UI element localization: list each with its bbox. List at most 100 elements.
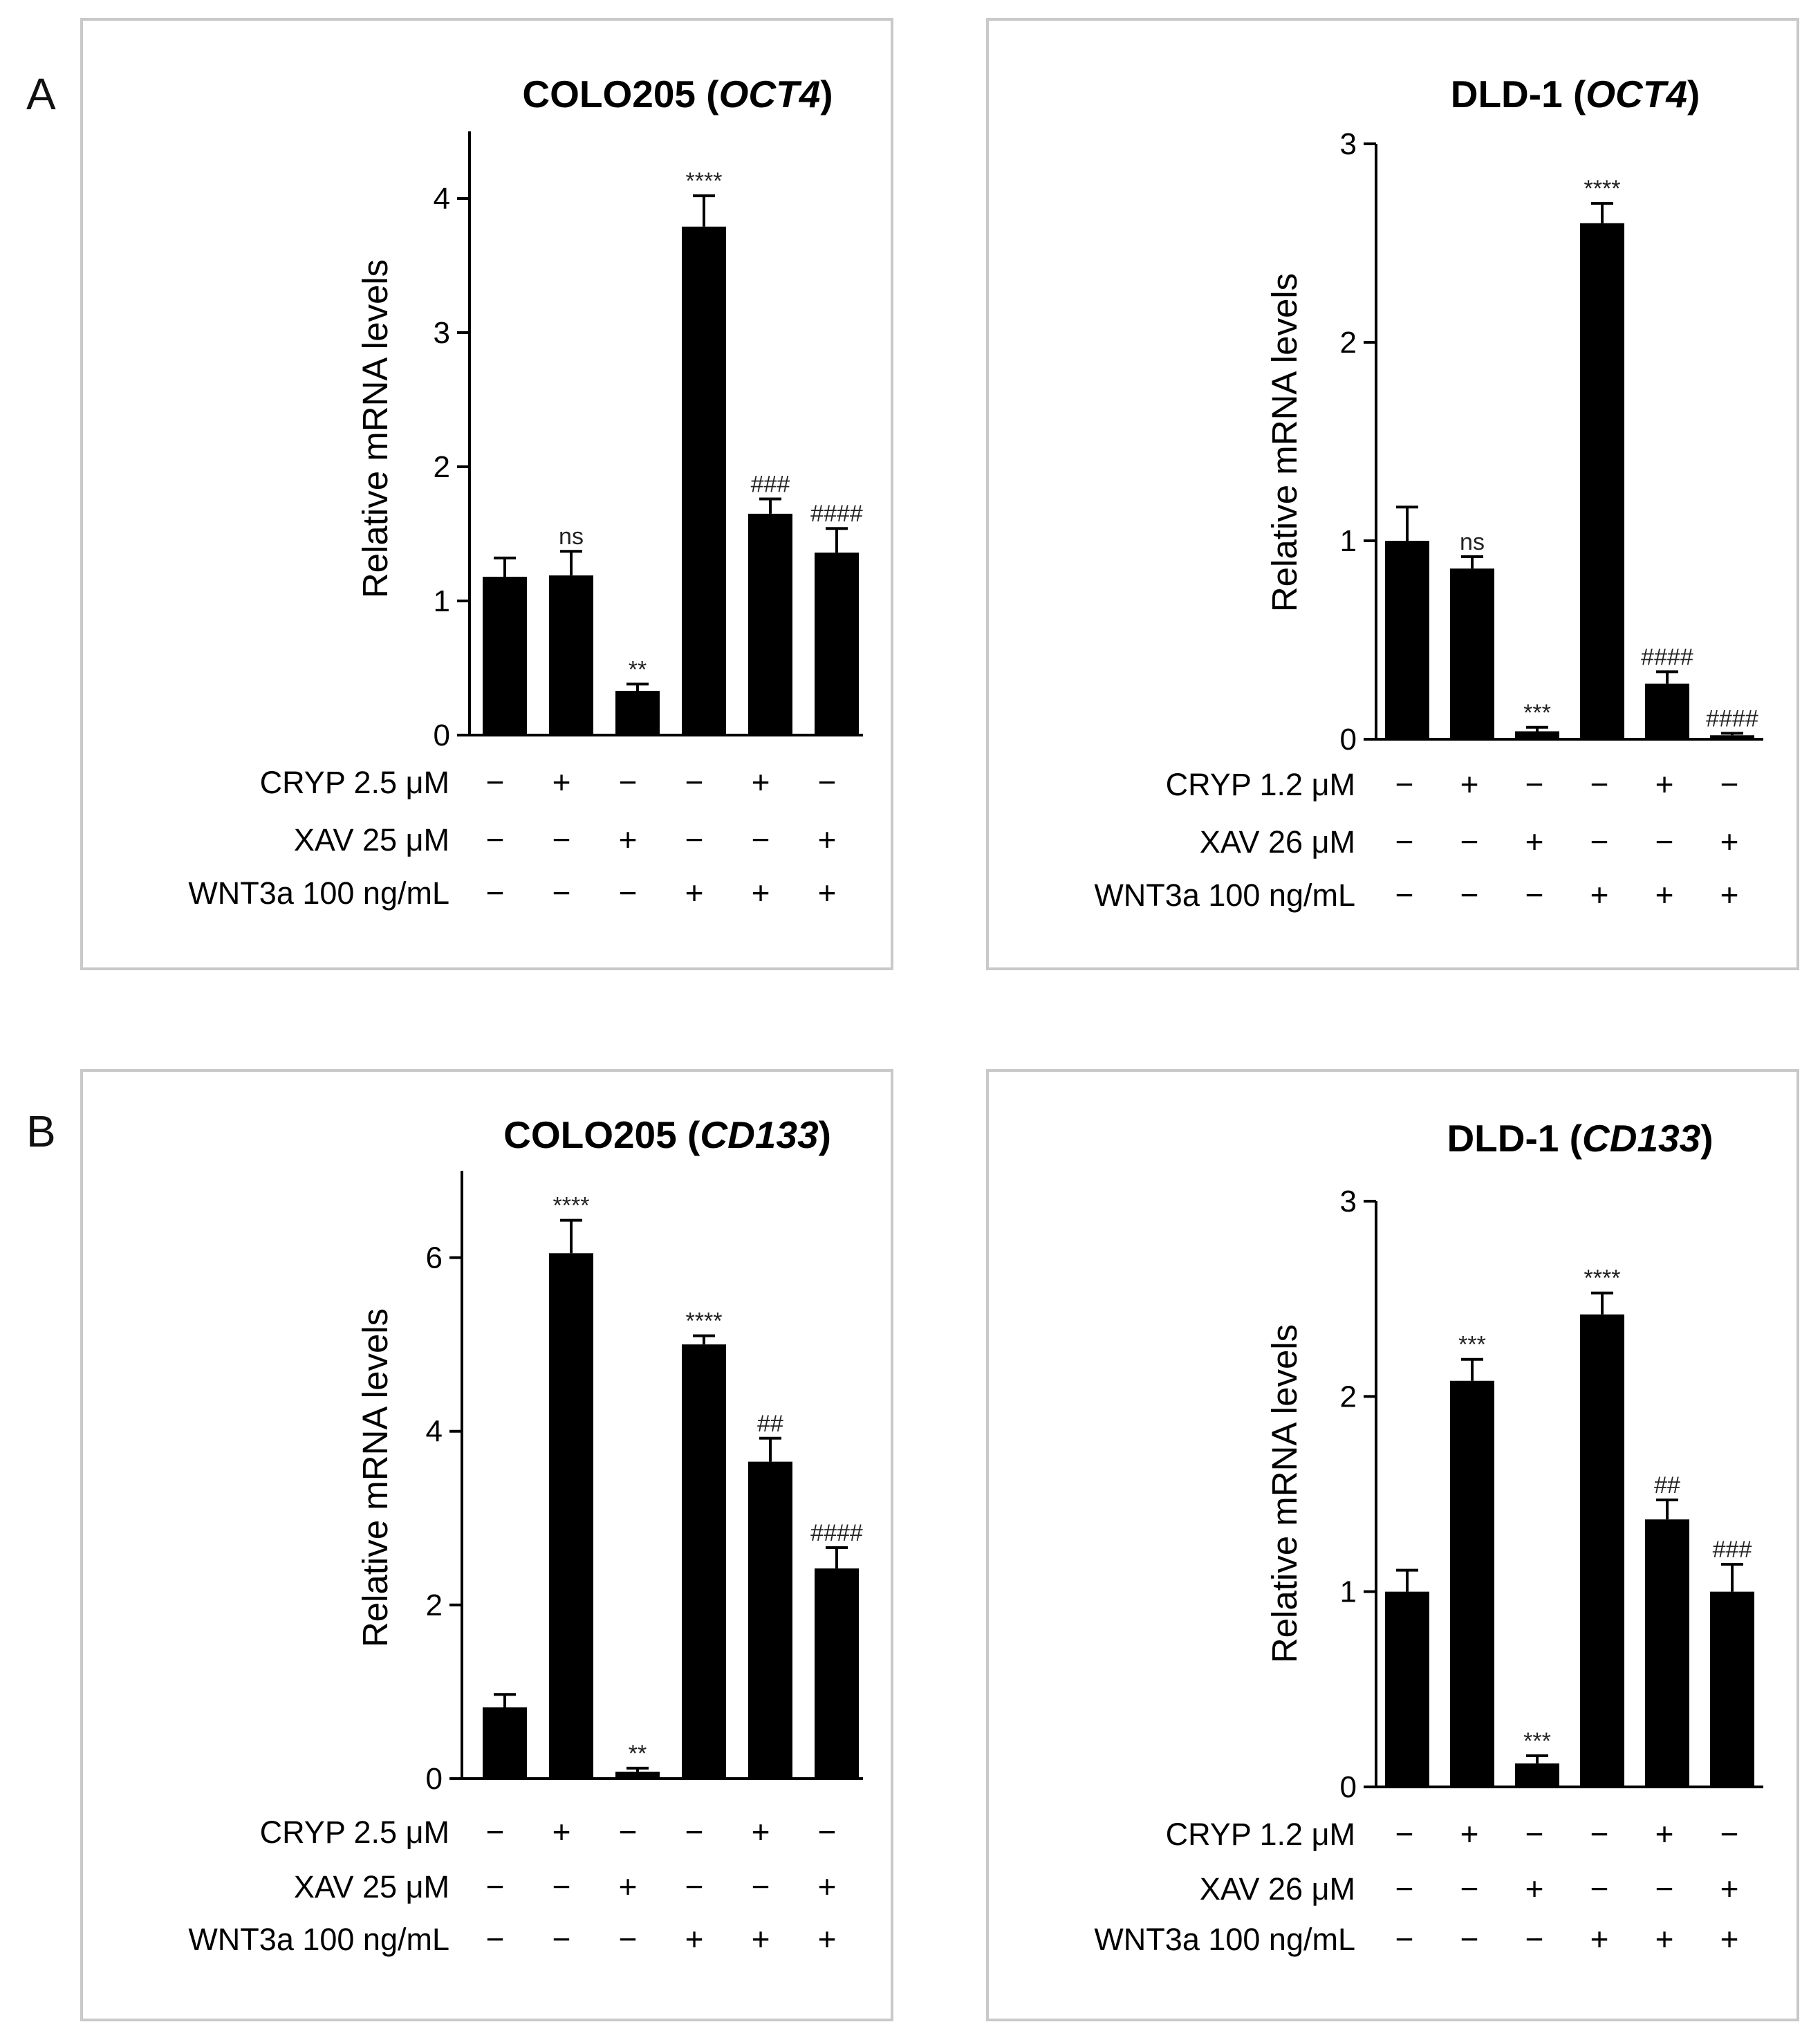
condition-label: CRYP 1.2 μM [1166,767,1355,802]
chart-title-close: ) [819,1113,831,1156]
chart-title-gene: CD133 [700,1113,818,1156]
condition-sign: + [818,875,837,911]
condition-sign: + [685,875,704,911]
condition-sign: + [619,1869,638,1904]
significance-label: ## [757,1411,783,1437]
condition-sign: − [1590,824,1609,860]
significance-label: #### [1641,644,1693,670]
condition-sign: − [1460,877,1479,913]
condition-sign: + [1655,766,1674,802]
condition-sign: + [752,1814,770,1850]
condition-sign: + [1460,1816,1479,1852]
panel-frame [80,1069,893,2021]
significance-label: #### [810,501,863,527]
condition-label: XAV 25 μM [294,1869,449,1904]
chart-title: DLD-1 (CD133) [1447,1117,1713,1160]
condition-sign: − [752,1869,770,1904]
significance-label: **** [686,168,723,194]
condition-sign: − [1395,824,1414,860]
bar [1710,1591,1754,1787]
chart-2: DLD-1 (OCT4) Relative mRNA levels 0 1 2 3 ns **… [986,18,1799,970]
condition-sign: − [552,822,571,857]
y-tick-label: 1 [1340,524,1357,558]
y-tick-label: 3 [1340,1185,1357,1218]
bar [1515,1763,1559,1787]
bar [682,1344,726,1779]
condition-sign: − [1720,766,1739,802]
condition-sign: − [619,875,638,911]
bar [483,1707,527,1779]
condition-sign: − [486,1921,505,1957]
significance-label: **** [1584,176,1621,202]
condition-label: CRYP 2.5 μM [260,765,449,800]
condition-sign: − [552,875,571,911]
condition-sign: − [486,1814,505,1850]
significance-label: **** [1584,1265,1621,1292]
bar [1710,735,1754,739]
condition-sign: − [1590,1871,1609,1907]
chart-title-main: DLD-1 ( [1451,73,1586,115]
condition-sign: + [1720,1871,1739,1907]
condition-sign: + [552,1814,571,1850]
y-tick-label: 0 [426,1762,443,1796]
y-tick-label: 0 [434,718,450,752]
bar [1450,568,1494,739]
significance-label: *** [1523,1728,1551,1754]
condition-sign: − [685,1869,704,1904]
y-tick-label: 4 [426,1415,443,1449]
bar [815,1568,859,1779]
bar [1515,731,1559,739]
y-tick-label: 1 [1340,1575,1357,1609]
panel-frame [80,18,893,970]
bar [1645,1519,1689,1787]
condition-sign: + [1720,877,1739,913]
significance-label: ### [1713,1537,1752,1563]
significance-label: ns [559,523,584,550]
panel-frame [986,1069,1799,2021]
condition-sign: − [1525,1921,1544,1957]
condition-sign: + [818,822,837,857]
bar [615,1771,660,1779]
condition-label: WNT3a 100 ng/mL [1094,878,1355,913]
condition-sign: − [1460,824,1479,860]
condition-sign: − [685,1814,704,1850]
bar [748,513,792,735]
condition-sign: + [1720,1921,1739,1957]
condition-sign: − [1460,1871,1479,1907]
significance-label: **** [686,1308,723,1335]
condition-sign: + [752,764,770,800]
condition-sign: − [1395,1871,1414,1907]
condition-sign: − [1525,877,1544,913]
bar [549,575,593,735]
bar [483,577,527,735]
condition-sign: − [1590,766,1609,802]
condition-sign: + [1655,877,1674,913]
panel-letter-a: A [26,69,56,119]
panel-letter-b: B [26,1106,56,1156]
condition-label: WNT3a 100 ng/mL [188,1922,449,1957]
condition-sign: + [818,1869,837,1904]
condition-label: CRYP 2.5 μM [260,1815,449,1850]
condition-sign: + [1655,1921,1674,1957]
condition-sign: − [486,875,505,911]
condition-sign: − [1395,1921,1414,1957]
chart-title-main: COLO205 ( [522,73,719,115]
significance-label: **** [553,1193,590,1219]
condition-label: WNT3a 100 ng/mL [188,875,449,911]
significance-label: ns [1460,529,1485,555]
bar [1580,1314,1624,1787]
significance-label: ** [629,656,647,683]
condition-sign: − [1460,1921,1479,1957]
condition-sign: − [552,1921,571,1957]
condition-sign: − [685,764,704,800]
significance-label: ### [751,472,790,498]
y-axis-label: Relative mRNA levels [1265,1324,1304,1663]
condition-sign: + [752,875,770,911]
chart-title: DLD-1 (OCT4) [1451,73,1700,115]
significance-label: #### [810,1520,863,1546]
y-axis-label: Relative mRNA levels [1265,273,1304,612]
condition-sign: − [1395,1816,1414,1852]
condition-sign: + [1720,824,1739,860]
chart-title: COLO205 (CD133) [503,1113,831,1156]
